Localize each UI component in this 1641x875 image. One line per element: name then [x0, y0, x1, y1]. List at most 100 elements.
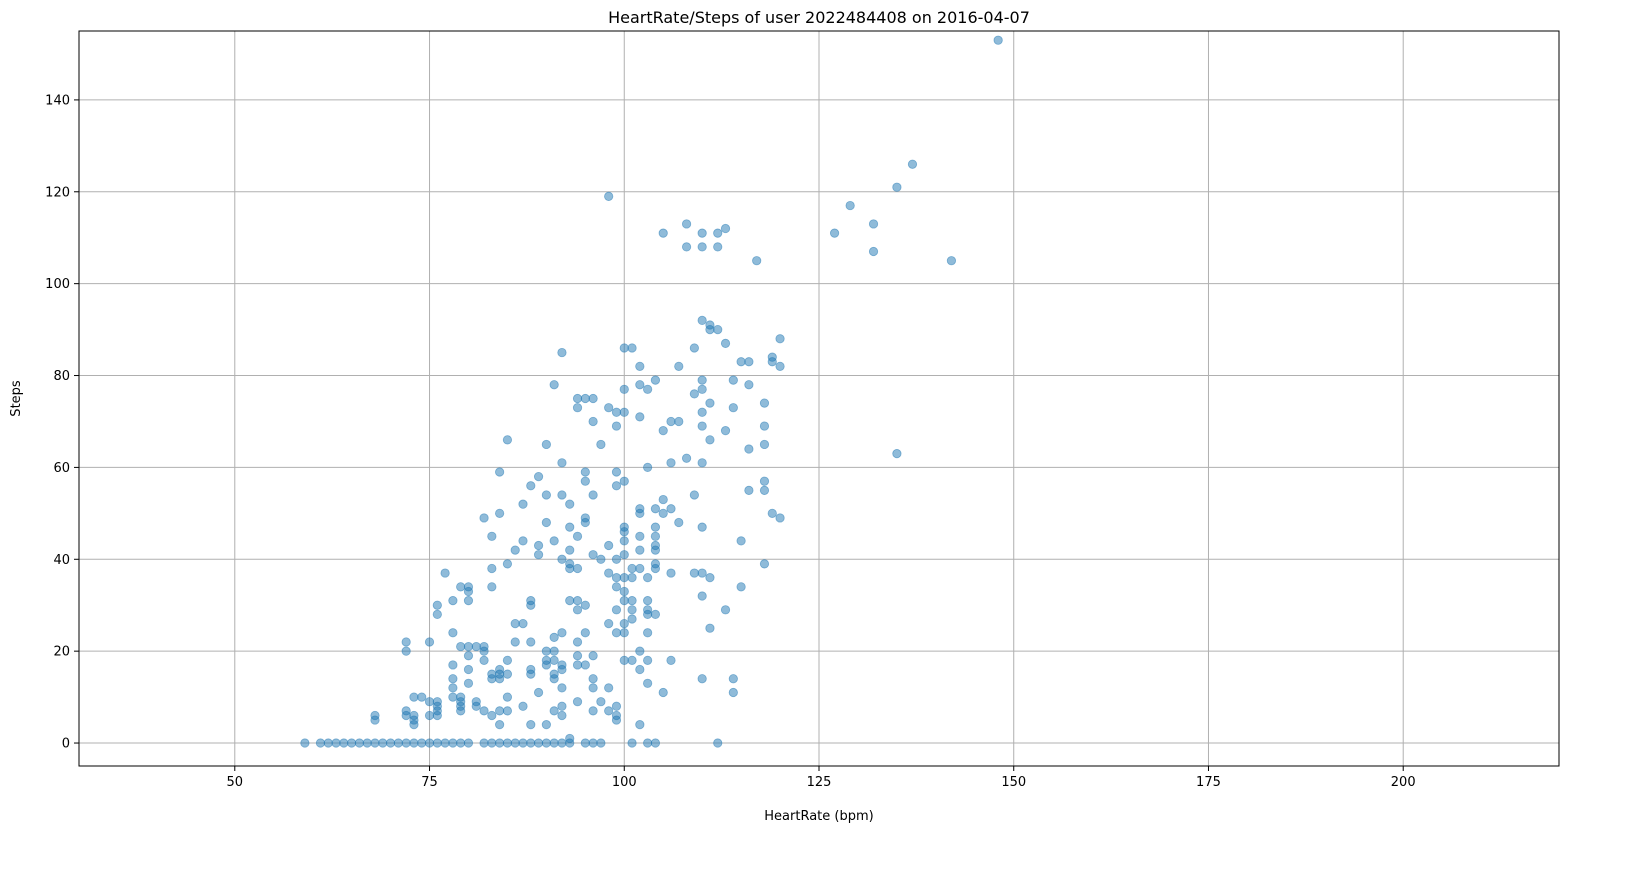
data-point — [619, 596, 629, 606]
data-point — [643, 462, 653, 473]
data-point — [681, 242, 692, 252]
data-point — [650, 375, 661, 385]
data-point — [728, 375, 738, 385]
data-point — [479, 655, 489, 665]
data-point — [370, 738, 380, 748]
data-point — [448, 692, 458, 702]
data-point — [619, 384, 629, 394]
y-tick-label: 60 — [53, 461, 70, 476]
data-point — [705, 573, 715, 583]
data-point — [557, 490, 567, 500]
data-point — [354, 738, 365, 748]
data-point — [611, 421, 622, 431]
data-point — [393, 738, 403, 748]
data-point — [541, 720, 551, 730]
data-point — [611, 605, 622, 615]
data-point — [565, 499, 575, 509]
data-point — [557, 347, 567, 358]
data-point — [580, 738, 590, 748]
data-point — [495, 664, 505, 675]
data-point — [487, 531, 497, 541]
data-point — [572, 651, 583, 661]
data-point — [635, 720, 645, 730]
data-point — [541, 738, 551, 748]
x-tick-label: 200 — [1391, 775, 1416, 790]
data-point — [549, 738, 559, 748]
data-point — [627, 614, 637, 624]
data-point — [713, 242, 723, 252]
data-point — [463, 596, 474, 606]
data-point — [993, 35, 1003, 45]
data-point — [401, 738, 411, 748]
data-point — [697, 407, 707, 417]
data-point — [580, 393, 590, 404]
data-point — [526, 720, 536, 730]
data-point — [619, 586, 629, 597]
grid-lines — [79, 31, 1559, 766]
data-point — [424, 637, 435, 647]
data-point — [495, 706, 505, 716]
data-point — [526, 664, 536, 675]
data-point — [720, 426, 731, 436]
data-point — [549, 632, 559, 642]
data-point — [697, 591, 707, 601]
y-tick-label: 100 — [45, 277, 70, 292]
data-point — [588, 651, 598, 661]
data-point — [596, 554, 606, 564]
data-point — [448, 596, 458, 606]
data-point — [518, 738, 528, 748]
data-point — [580, 467, 590, 477]
data-point — [619, 573, 629, 583]
data-point — [580, 628, 590, 638]
data-point — [744, 380, 754, 390]
data-point — [588, 683, 598, 693]
data-point — [487, 669, 497, 679]
data-point — [463, 582, 474, 592]
data-point — [588, 416, 598, 427]
data-point — [572, 637, 583, 647]
data-point — [635, 412, 645, 422]
data-point — [510, 637, 520, 647]
data-point — [635, 664, 645, 675]
data-point — [666, 655, 676, 665]
data-point — [635, 563, 645, 574]
data-point — [300, 738, 310, 748]
data-point — [572, 697, 583, 707]
data-point — [557, 554, 567, 564]
data-point — [448, 683, 458, 693]
data-point — [502, 655, 513, 665]
data-point — [596, 697, 606, 707]
data-point — [689, 568, 699, 578]
data-points — [300, 35, 1003, 748]
x-tick-label: 100 — [612, 775, 637, 790]
data-point — [689, 490, 699, 500]
data-point — [479, 706, 489, 716]
data-point — [604, 540, 614, 551]
data-point — [580, 476, 590, 486]
x-tick-label: 125 — [807, 775, 832, 790]
data-point — [417, 738, 427, 748]
data-point — [331, 738, 341, 748]
data-point — [689, 389, 699, 399]
data-point — [650, 522, 661, 532]
data-point — [565, 545, 575, 555]
data-point — [549, 669, 559, 679]
data-point — [611, 407, 622, 417]
data-point — [580, 513, 590, 523]
data-point — [432, 738, 442, 748]
data-point — [658, 228, 668, 238]
data-point — [323, 738, 333, 748]
data-point — [650, 540, 661, 551]
y-tick-label: 140 — [45, 93, 70, 108]
data-point — [518, 536, 528, 546]
data-point — [487, 563, 497, 574]
data-point — [611, 628, 622, 638]
y-tick-label: 0 — [62, 737, 70, 752]
data-point — [736, 357, 746, 367]
data-point — [775, 361, 785, 371]
data-point — [759, 559, 770, 569]
data-point — [378, 738, 388, 748]
data-point — [650, 559, 661, 569]
data-point — [674, 416, 684, 427]
data-point — [744, 485, 754, 495]
